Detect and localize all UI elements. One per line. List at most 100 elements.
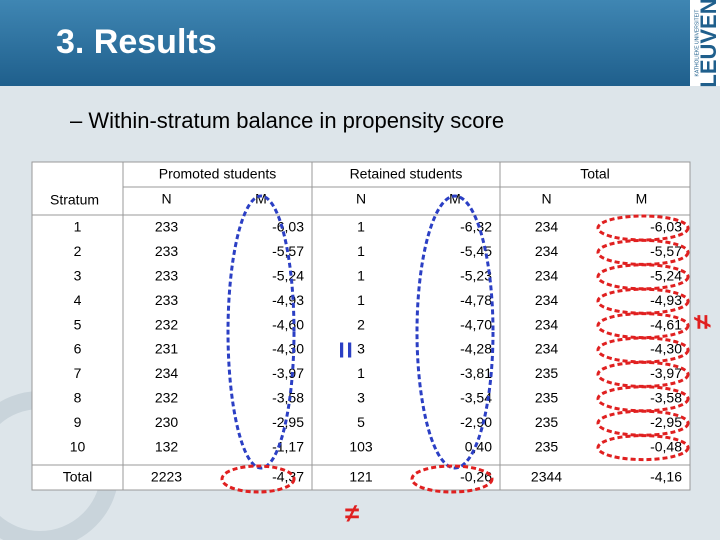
total-cell: 2223 xyxy=(151,469,182,485)
total-cell: -4,16 xyxy=(650,469,682,485)
total-cell: 2344 xyxy=(531,469,562,485)
table-cell: 232 xyxy=(155,390,179,406)
table-cell: 5 xyxy=(74,316,82,332)
logo: LEUVEN xyxy=(696,0,720,88)
table-cell: 233 xyxy=(155,292,179,308)
total-cell: 121 xyxy=(349,469,373,485)
table-cell: 231 xyxy=(155,341,179,357)
table-cell: -4,93 xyxy=(272,292,304,308)
table-cell: 6 xyxy=(74,341,82,357)
not-equal-sign: ≠ xyxy=(345,498,359,528)
table-cell: 235 xyxy=(535,438,559,454)
table-cell: -2,95 xyxy=(272,414,304,430)
table-cell: 234 xyxy=(535,316,559,332)
table-cell: -3,81 xyxy=(460,365,492,381)
table-cell: -2,90 xyxy=(460,414,492,430)
table-cell: 234 xyxy=(535,268,559,284)
table-cell: 8 xyxy=(74,390,82,406)
table-cell: 1 xyxy=(357,219,365,235)
table-cell: -4,28 xyxy=(460,341,492,357)
oval xyxy=(596,434,690,462)
column-header: M xyxy=(255,191,267,207)
table-cell: 234 xyxy=(535,219,559,235)
table-cell: -5,57 xyxy=(650,243,682,259)
column-header: Stratum xyxy=(50,192,99,208)
table-cell: -3,97 xyxy=(272,365,304,381)
table-cell: -3,58 xyxy=(272,390,304,406)
table-cell: -3,97 xyxy=(650,365,682,381)
equal-sign: = xyxy=(329,341,362,359)
table-cell: -4,61 xyxy=(650,316,682,332)
logo-sub: KATHOLIEKE UNIVERSITEIT xyxy=(694,10,700,77)
table-cell: -4,70 xyxy=(460,316,492,332)
table-cell: 10 xyxy=(70,438,86,454)
table-cell: 1 xyxy=(357,243,365,259)
bullet: – Within-stratum balance in propensity s… xyxy=(70,108,504,133)
table-cell: -5,24 xyxy=(272,268,304,284)
table-cell: -3,58 xyxy=(650,390,682,406)
table-cell: 1 xyxy=(357,268,365,284)
highlights xyxy=(220,194,495,494)
group-header: Promoted students xyxy=(159,166,277,182)
table-cell: 1 xyxy=(74,219,82,235)
table-cell: -4,30 xyxy=(650,341,682,357)
oval xyxy=(410,464,494,494)
oval xyxy=(226,194,296,470)
table-cell: 235 xyxy=(535,390,559,406)
table-cell: -5,24 xyxy=(650,268,682,284)
header-bar xyxy=(0,0,690,86)
table-cell: -1,17 xyxy=(272,438,304,454)
total-cell: -4,37 xyxy=(272,469,304,485)
table-cell: -4,93 xyxy=(650,292,682,308)
table-cell: 3 xyxy=(74,268,82,284)
table-cell: 235 xyxy=(535,365,559,381)
group-header: Retained students xyxy=(350,166,463,182)
column-header: M xyxy=(636,191,648,207)
table-cell: 5 xyxy=(357,414,365,430)
table-cell: 7 xyxy=(74,365,82,381)
total-cell: Total xyxy=(63,469,93,485)
table-cell: 233 xyxy=(155,243,179,259)
total-cell: -0,26 xyxy=(460,469,492,485)
table-cell: -2,95 xyxy=(650,414,682,430)
table-cell: 3 xyxy=(357,390,365,406)
table-cell: 3 xyxy=(357,341,365,357)
table-cell: -4,60 xyxy=(272,316,304,332)
table-cell: 4 xyxy=(74,292,82,308)
table-cell: 233 xyxy=(155,219,179,235)
table-cell: 1 xyxy=(357,365,365,381)
table-cell: -6,32 xyxy=(460,219,492,235)
column-header: N xyxy=(356,191,366,207)
table-cell: 2 xyxy=(74,243,82,259)
table-cell: -5,23 xyxy=(460,268,492,284)
oval xyxy=(415,194,495,470)
column-header: N xyxy=(161,191,171,207)
table-cell: 0,40 xyxy=(465,438,492,454)
highlights-total xyxy=(596,214,690,462)
table-cell: 234 xyxy=(535,243,559,259)
table-cell: 132 xyxy=(155,438,179,454)
table-bg xyxy=(31,161,691,491)
table-cell: -6,03 xyxy=(272,219,304,235)
table-cell: 1 xyxy=(357,292,365,308)
table-cell: 234 xyxy=(155,365,179,381)
table-cell: 230 xyxy=(155,414,179,430)
not-equal-sign: ≠ xyxy=(687,315,717,329)
table-cell: -6,03 xyxy=(650,219,682,235)
table: Promoted students Retained students Total S… xyxy=(32,162,690,490)
table-cell: -4,30 xyxy=(272,341,304,357)
table-cell: -0,48 xyxy=(650,438,682,454)
table-cell: 233 xyxy=(155,268,179,284)
table-cell: 235 xyxy=(535,414,559,430)
logo-box xyxy=(690,0,720,86)
table-cell: 232 xyxy=(155,316,179,332)
table-cell: 2 xyxy=(357,316,365,332)
table-cell: -3,54 xyxy=(460,390,492,406)
table-cell: 234 xyxy=(535,341,559,357)
column-header: N xyxy=(541,191,551,207)
table-cell: 103 xyxy=(349,438,373,454)
table-cell: 234 xyxy=(535,292,559,308)
title: 3. Results xyxy=(56,23,217,61)
